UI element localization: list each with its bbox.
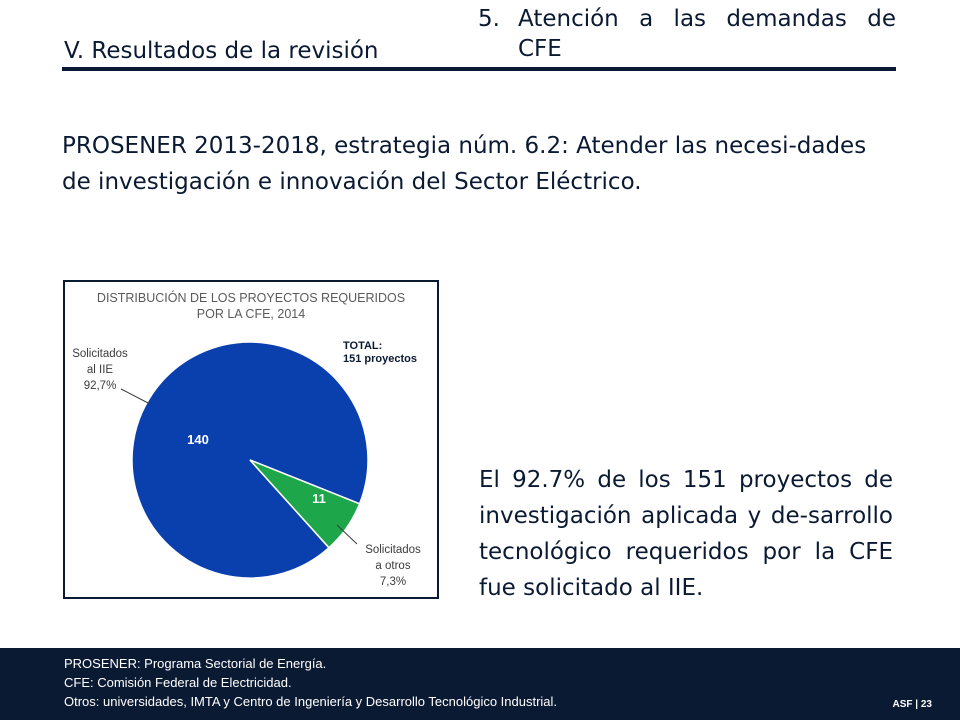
chart-total-value: 151 proyectos — [343, 353, 417, 365]
topic-line-1: Atención a las demandas de — [518, 6, 896, 32]
footer-note-otros: Otros: universidades, IMTA y Centro de I… — [64, 694, 558, 709]
label-leader-otros — [336, 524, 358, 545]
pie-value-label-iie: 140 — [187, 432, 209, 447]
footer-brand-page: ASF | 23 — [892, 699, 932, 710]
pie-label-iie-line-2: al IIE — [86, 364, 114, 376]
pie-label-iie-percent: 92,7% — [83, 380, 117, 392]
label-leader-iie — [120, 388, 151, 405]
summary-paragraph: El 92.7% de los 151 proyectos de investi… — [479, 467, 893, 601]
strategy-statement: PROSENER 2013-2018, estrategia núm. 6.2:… — [62, 133, 867, 195]
title-divider — [62, 67, 896, 71]
footer-notes: PROSENER: Programa Sectorial de Energía.… — [64, 654, 557, 711]
pie-label-iie-line-1: Solicitados — [72, 348, 128, 360]
footer-bar: PROSENER: Programa Sectorial de Energía.… — [0, 648, 960, 720]
pie-label-iie: Solicitados al IIE 92,7% — [67, 346, 133, 394]
chart-title-line-2: POR LA CFE, 2014 — [196, 307, 306, 321]
pie-label-otros-line-2: a otros — [375, 560, 411, 572]
footer-note-prosener: PROSENER: Programa Sectorial de Energía. — [64, 656, 327, 671]
topic-heading: 5. Atención a las demandas de CFE — [478, 4, 896, 64]
footer-note-cfe: CFE: Comisión Federal de Electricidad. — [64, 675, 292, 690]
pie-value-label-otros: 11 — [312, 491, 326, 506]
chart-title: DISTRIBUCIÓN DE LOS PROYECTOS REQUERIDOS… — [65, 290, 437, 322]
pie-label-otros-percent: 7,3% — [379, 576, 407, 588]
chart-total: TOTAL: 151 proyectos — [343, 340, 417, 366]
pie-chart: 140 11 — [120, 341, 369, 579]
topic-number: 5. — [478, 6, 500, 32]
pie-chart-panel: DISTRIBUCIÓN DE LOS PROYECTOS REQUERIDOS… — [63, 280, 439, 599]
pie-label-otros-line-1: Solicitados — [365, 544, 421, 556]
pie-slice-otros — [249, 459, 361, 549]
section-title: V. Resultados de la revisión — [64, 38, 379, 64]
pie-label-otros: Solicitados a otros 7,3% — [357, 542, 429, 590]
chart-title-line-1: DISTRIBUCIÓN DE LOS PROYECTOS REQUERIDOS — [96, 291, 406, 305]
chart-total-label: TOTAL: — [343, 340, 383, 352]
topic-line-2: CFE — [518, 36, 562, 62]
